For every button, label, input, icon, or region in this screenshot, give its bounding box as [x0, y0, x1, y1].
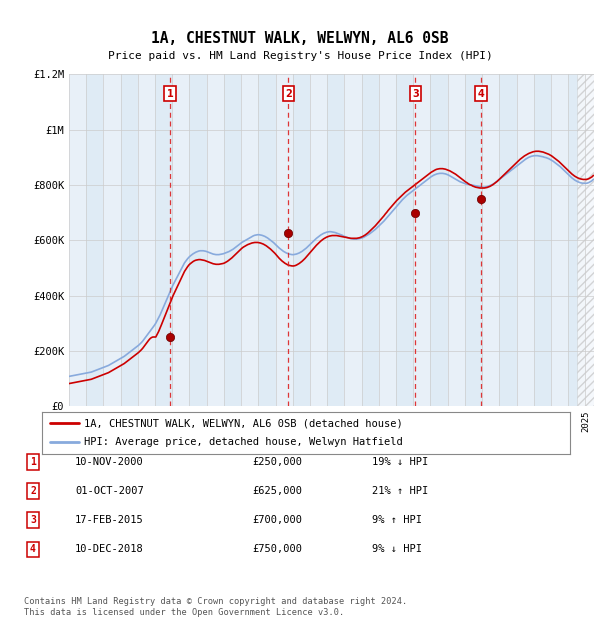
- Text: 10-NOV-2000: 10-NOV-2000: [75, 457, 144, 467]
- Text: 2: 2: [285, 89, 292, 99]
- Bar: [362, 74, 379, 406]
- Text: Price paid vs. HM Land Registry's House Price Index (HPI): Price paid vs. HM Land Registry's House …: [107, 51, 493, 61]
- Text: 9% ↓ HPI: 9% ↓ HPI: [372, 544, 422, 554]
- Bar: [259, 74, 275, 406]
- Bar: [121, 74, 138, 406]
- Text: 2: 2: [30, 486, 36, 496]
- Text: HPI: Average price, detached house, Welwyn Hatfield: HPI: Average price, detached house, Welw…: [84, 438, 403, 448]
- Text: £700,000: £700,000: [252, 515, 302, 525]
- Bar: [86, 74, 103, 406]
- Text: 4: 4: [30, 544, 36, 554]
- Bar: [465, 74, 482, 406]
- Text: 3: 3: [30, 515, 36, 525]
- Bar: [534, 74, 551, 406]
- Text: 1: 1: [167, 89, 173, 99]
- Text: £625,000: £625,000: [252, 486, 302, 496]
- Text: 1: 1: [30, 457, 36, 467]
- Text: 9% ↑ HPI: 9% ↑ HPI: [372, 515, 422, 525]
- Text: 21% ↑ HPI: 21% ↑ HPI: [372, 486, 428, 496]
- Text: 3: 3: [412, 89, 419, 99]
- Text: £250,000: £250,000: [252, 457, 302, 467]
- Text: 4: 4: [478, 89, 485, 99]
- Text: 10-DEC-2018: 10-DEC-2018: [75, 544, 144, 554]
- Bar: [499, 74, 517, 406]
- Bar: [293, 74, 310, 406]
- Text: £750,000: £750,000: [252, 544, 302, 554]
- Text: 19% ↓ HPI: 19% ↓ HPI: [372, 457, 428, 467]
- Bar: [430, 74, 448, 406]
- Text: 17-FEB-2015: 17-FEB-2015: [75, 515, 144, 525]
- Text: 1A, CHESTNUT WALK, WELWYN, AL6 0SB (detached house): 1A, CHESTNUT WALK, WELWYN, AL6 0SB (deta…: [84, 418, 403, 428]
- Bar: [190, 74, 207, 406]
- Bar: [327, 74, 344, 406]
- Bar: [396, 74, 413, 406]
- Bar: [224, 74, 241, 406]
- Text: 01-OCT-2007: 01-OCT-2007: [75, 486, 144, 496]
- Bar: [155, 74, 172, 406]
- Text: 1A, CHESTNUT WALK, WELWYN, AL6 0SB: 1A, CHESTNUT WALK, WELWYN, AL6 0SB: [151, 31, 449, 46]
- Bar: [568, 74, 586, 406]
- Text: Contains HM Land Registry data © Crown copyright and database right 2024.
This d: Contains HM Land Registry data © Crown c…: [24, 598, 407, 617]
